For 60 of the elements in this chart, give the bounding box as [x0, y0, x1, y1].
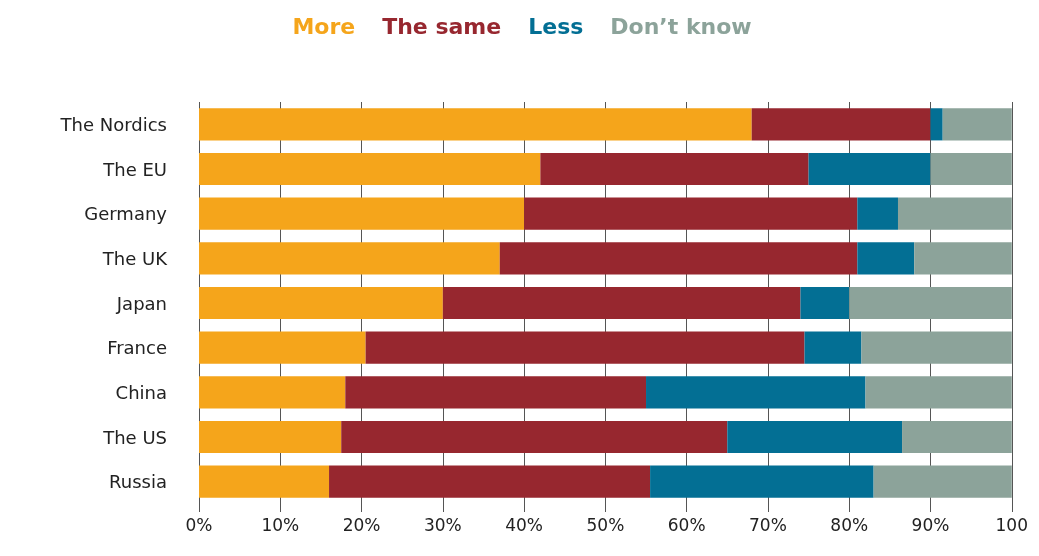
- text: Don’t know: [610, 13, 752, 39]
- x-tick-label: 10%: [261, 514, 300, 535]
- bar: [199, 152, 541, 186]
- x-tick-label: 0%: [185, 514, 213, 535]
- bar: [341, 420, 728, 454]
- x-tick-label: 30%: [423, 514, 462, 535]
- x-tick-label: 40%: [505, 514, 544, 535]
- text: Less: [528, 13, 584, 39]
- bar: [727, 420, 903, 454]
- x-tick-label: 90%: [911, 514, 950, 535]
- y-tick-label: China: [115, 381, 167, 403]
- bar: [199, 420, 342, 454]
- bar: [914, 242, 1012, 275]
- bar: [499, 242, 858, 275]
- y-tick-label: The Nordics: [59, 113, 167, 135]
- y-tick-label: The US: [102, 426, 167, 448]
- text: The same: [382, 13, 502, 39]
- bar: [199, 108, 752, 141]
- bar: [808, 152, 931, 186]
- bar: [650, 465, 874, 498]
- y-tick-label: France: [107, 337, 167, 359]
- bar: [849, 286, 1012, 320]
- x-tick-label: 20%: [342, 514, 381, 535]
- bar: [751, 108, 931, 141]
- bar: [873, 465, 1012, 498]
- text: More: [292, 13, 356, 39]
- bar: [199, 242, 500, 275]
- y-tick-label: Germany: [84, 203, 168, 225]
- bar: [930, 152, 1012, 186]
- bar: [199, 465, 330, 498]
- bar: [897, 197, 1012, 230]
- x-tick-label: 70%: [749, 514, 787, 535]
- bar: [902, 420, 1012, 454]
- y-tick-label: The UK: [101, 247, 169, 269]
- bar: [199, 286, 443, 320]
- bar: [524, 197, 858, 230]
- bar: [800, 286, 850, 320]
- x-tick-label: 80%: [830, 514, 869, 535]
- bar: [857, 242, 915, 275]
- bar: [365, 331, 805, 364]
- bar: [861, 331, 1012, 364]
- bar: [930, 108, 943, 141]
- bar: [804, 331, 862, 364]
- bar: [942, 108, 1012, 141]
- bar: [345, 376, 647, 409]
- bar: [199, 197, 525, 230]
- bar: [540, 152, 809, 186]
- bar: [857, 197, 898, 230]
- x-tick-label: 50%: [586, 514, 625, 535]
- bar: [865, 376, 1012, 409]
- bar: [199, 376, 346, 409]
- y-tick-label: Japan: [115, 292, 167, 314]
- bar: [199, 331, 366, 364]
- x-tick-label: 100: [995, 514, 1028, 535]
- bar: [646, 376, 866, 409]
- y-tick-label: Russia: [109, 471, 167, 493]
- y-tick-label: The EU: [102, 158, 167, 180]
- x-tick-label: 60%: [667, 514, 706, 535]
- bar: [329, 465, 651, 498]
- bar: [442, 286, 801, 320]
